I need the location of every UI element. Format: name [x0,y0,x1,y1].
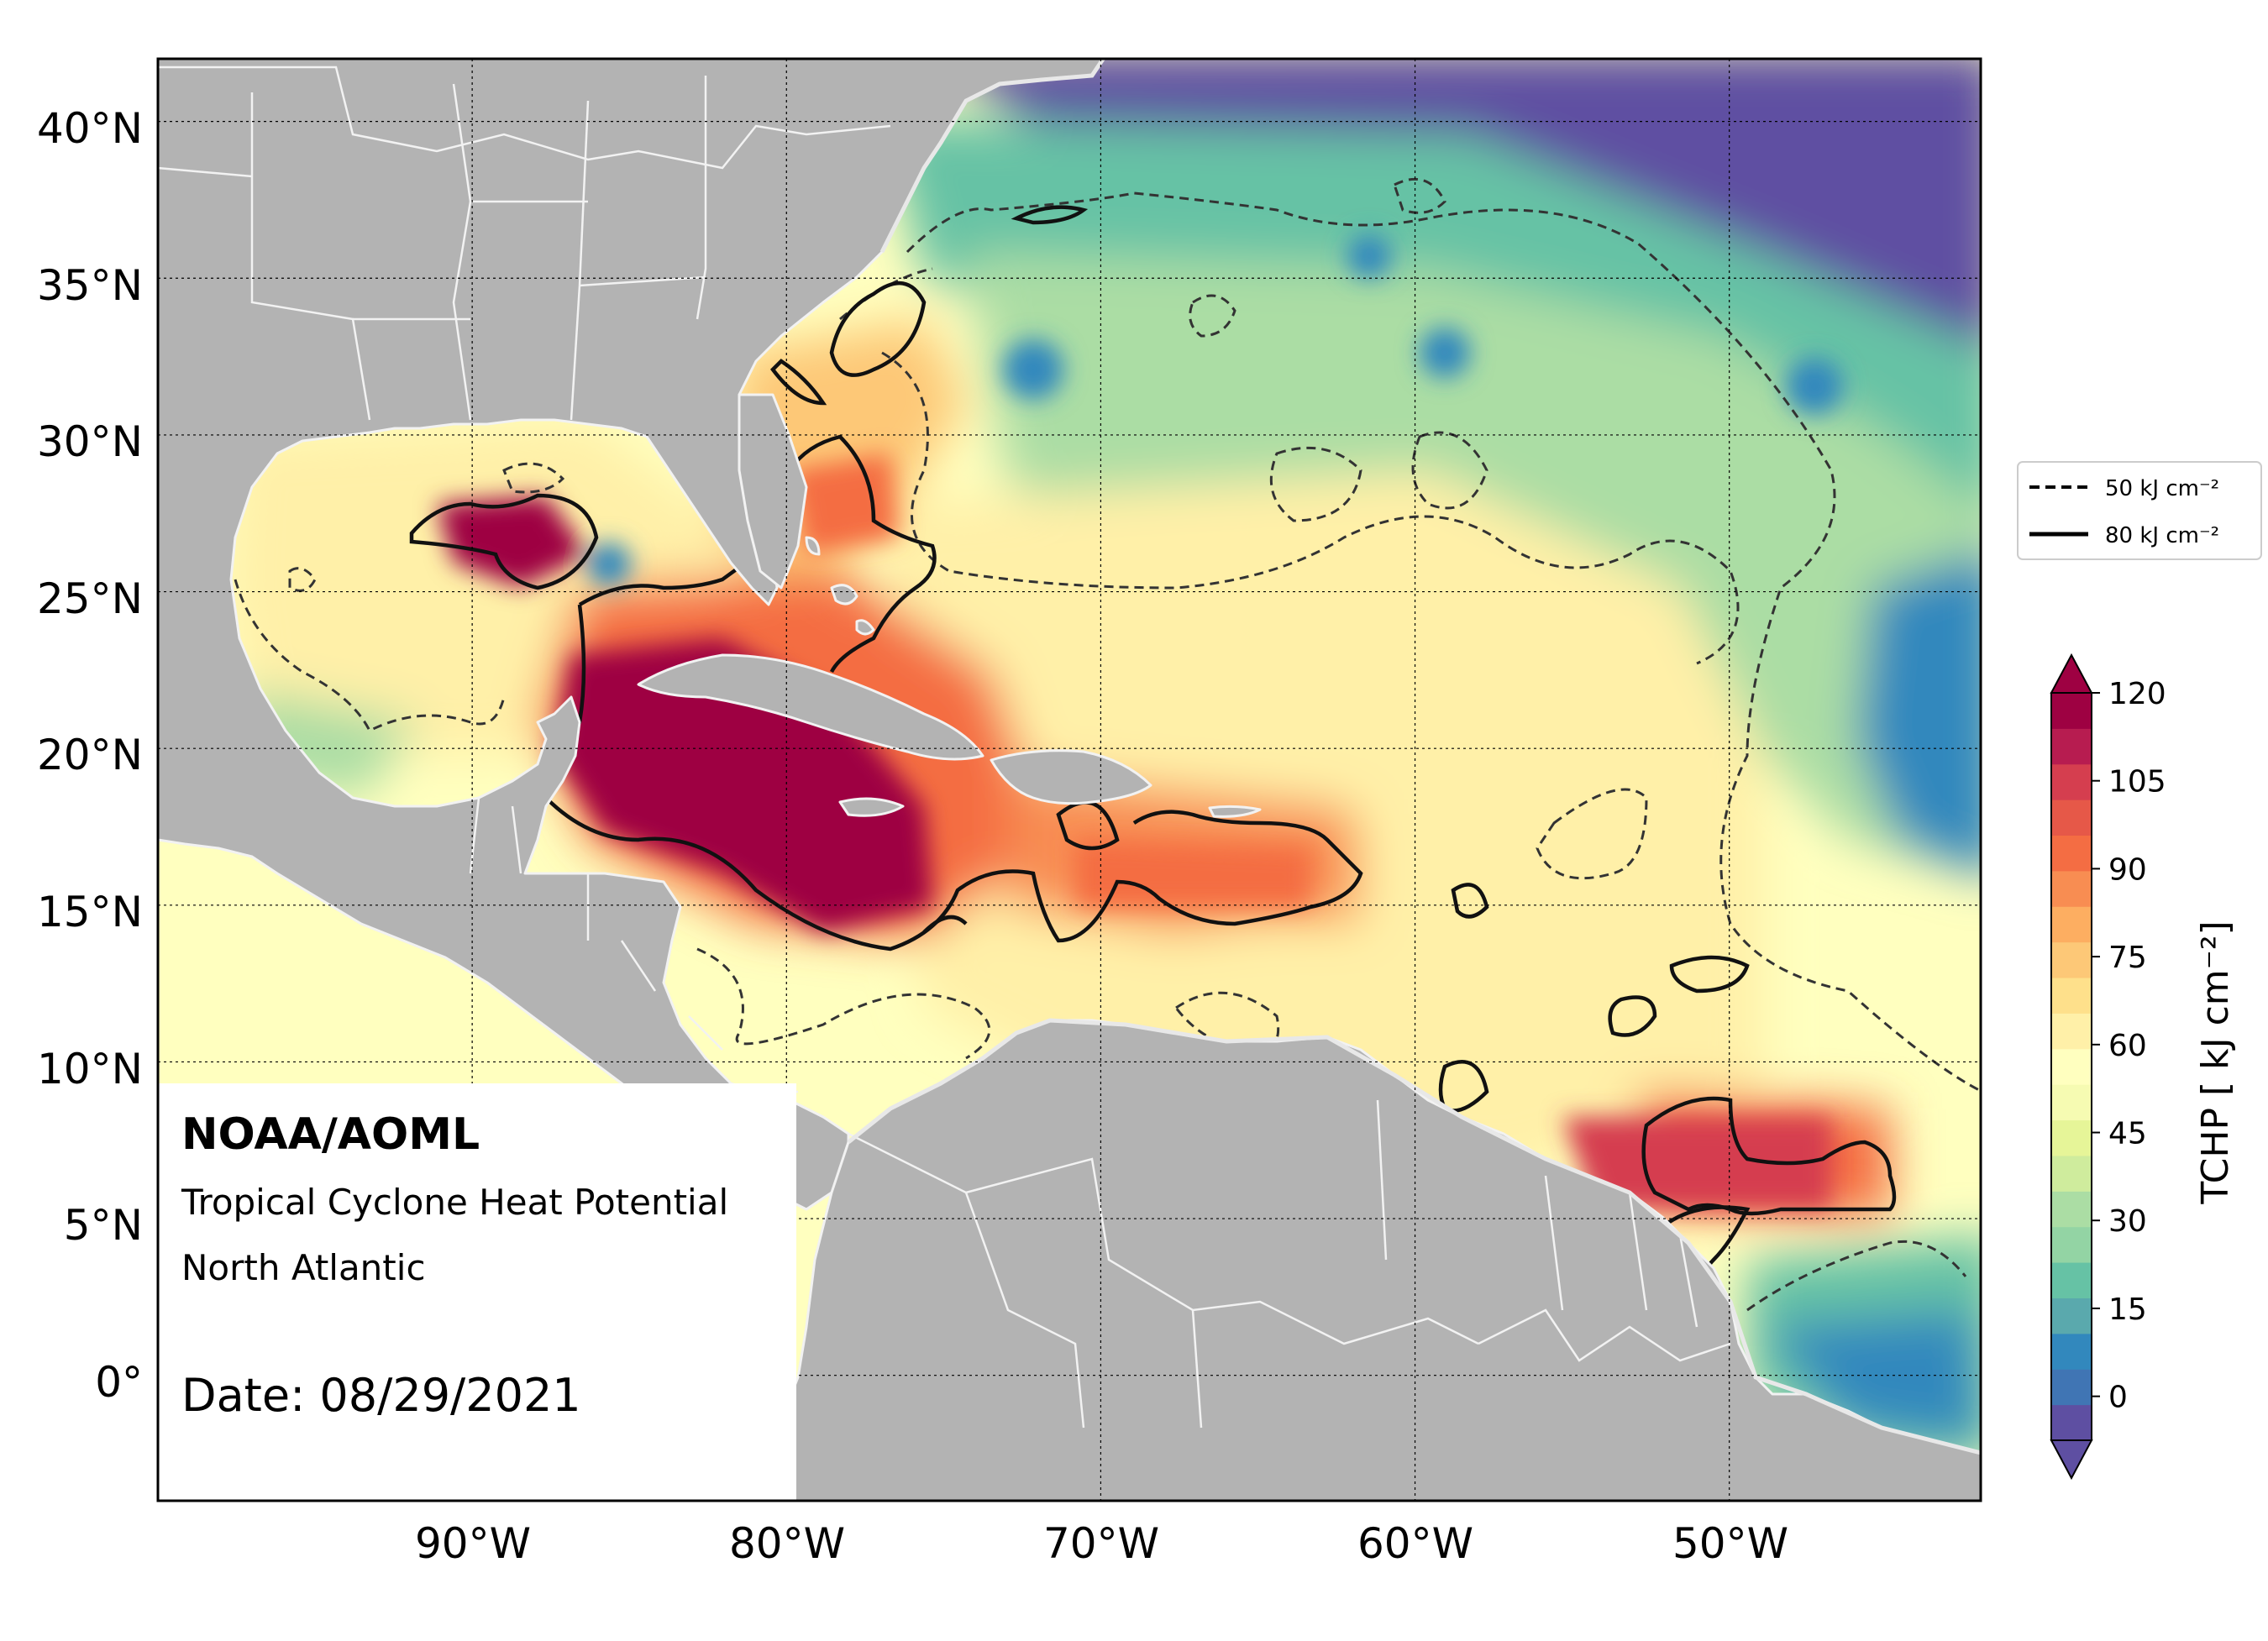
credit-text: NOAA/AOML Tropical Cyclone Heat Potentia… [181,1109,728,1422]
lat-tick-label: 0° [95,1358,143,1407]
cuba [637,653,984,761]
colorbar-band [2051,906,2092,943]
colorbar-band [2051,1155,2092,1192]
legend-label-50: 50 kJ cm⁻² [2105,476,2219,501]
colorbar-band [2051,835,2092,872]
lon-tick-label: 90°W [415,1519,531,1568]
florida [738,393,808,590]
contour-legend: 50 kJ cm⁻² 80 kJ cm⁻² [2017,461,2262,560]
colorbar-extend-max [2050,653,2093,694]
colorbar-label: TCHP [ kJ cm⁻²] [2194,920,2237,1204]
land [158,59,1981,1501]
map-frame [156,57,1982,1502]
colorbar-extend-min [2050,1439,2093,1481]
lat-tick-label: 30°N [37,417,143,466]
colorbar-tick-label: 60 [2108,1029,2147,1063]
colorbar-band [2051,1084,2092,1121]
colorbar-tick-label: 120 [2108,677,2166,711]
colorbar-band [2051,1226,2092,1263]
credit-region: North Atlantic [181,1247,426,1288]
lat-tick-label: 20°N [37,731,143,779]
lon-tick-label: 50°W [1672,1519,1788,1568]
credit-date: Date: 08/29/2021 [181,1369,581,1422]
credit-box [158,1083,796,1501]
lat-tick-label: 40°N [37,104,143,153]
colorbar-band [2051,1119,2092,1156]
contour-50 [234,177,1981,1312]
colorbar-band [2051,728,2092,765]
colorbar-band [2051,763,2092,800]
lon-tick-label: 70°W [1043,1519,1159,1568]
colorbar-band [2051,1333,2092,1370]
colorbar: 0 15 30 45 60 75 90 105 120 TCHP [ kJ cm⁻²] [2050,653,2237,1481]
lat-axis: 40°N 35°N 30°N 25°N 20°N 15°N 10°N 5°N 0… [37,104,143,1407]
colorbar-tick-label: 75 [2108,941,2147,975]
colorbar-band [2051,1048,2092,1085]
jamaica [838,797,905,817]
borders [158,66,1731,1429]
colorbar-tick-label: 90 [2108,852,2147,887]
lat-tick-label: 5°N [64,1201,143,1250]
credit-org: NOAA/AOML [181,1109,480,1160]
map-panel [158,59,1981,1501]
colorbar-tick-label: 30 [2108,1204,2147,1239]
colorbar-band [2051,693,2092,729]
lat-tick-label: 15°N [37,888,143,936]
colorbar-band [2051,1404,2092,1441]
hispaniola [990,749,1152,805]
colorbar-band [2051,941,2092,978]
colorbar-band [2051,1369,2092,1406]
lon-tick-label: 60°W [1357,1519,1473,1568]
colorbar-tick-label: 105 [2108,765,2166,800]
colorbar-band [2051,1262,2092,1298]
credit-product: Tropical Cyclone Heat Potential [181,1182,728,1223]
colorbar-band [2051,1298,2092,1334]
colorbar-band [2051,800,2092,836]
lon-tick-label: 80°W [729,1519,845,1568]
lat-tick-label: 25°N [37,574,143,623]
contour-80 [409,205,1897,1295]
colorbar-tick-label: 45 [2108,1117,2147,1151]
colorbar-band [2051,1013,2092,1050]
lat-tick-label: 35°N [37,261,143,310]
legend-label-80: 80 kJ cm⁻² [2105,523,2219,548]
colorbar-band [2051,978,2092,1014]
bahamas [805,536,875,636]
colorbar-tick-label: 15 [2108,1292,2147,1327]
colorbar-tick-label: 0 [2108,1381,2128,1415]
colorbar-band [2051,1191,2092,1228]
lon-axis: 90°W 80°W 70°W 60°W 50°W [415,1519,1788,1568]
colorbar-ticks: 0 15 30 45 60 75 90 105 120 [2092,677,2166,1415]
colorbar-bands [2051,693,2092,1441]
colorbar-frame [2050,692,2092,1441]
puerto-rico [1208,805,1262,818]
lat-tick-label: 10°N [37,1045,143,1093]
colorbar-band [2051,870,2092,907]
